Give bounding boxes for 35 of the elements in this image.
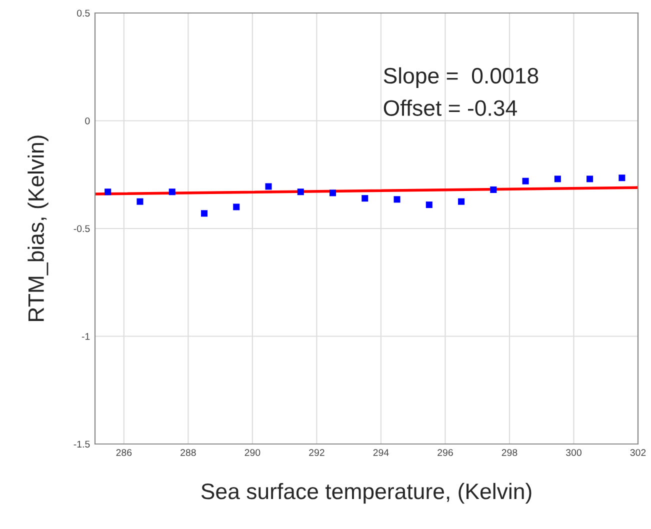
point — [618, 174, 626, 182]
y-axis-title: RTM_bias, (Kelvin) — [28, 136, 48, 321]
point — [426, 202, 432, 208]
point — [458, 198, 465, 205]
x-tick-label: 290 — [244, 449, 260, 456]
x-axis-title: Sea surface temperature, (Kelvin) — [201, 482, 532, 504]
point — [104, 188, 112, 196]
x-tick-label: 294 — [373, 449, 389, 456]
point — [522, 178, 529, 184]
point — [394, 196, 400, 203]
x-tick-label: 300 — [566, 449, 582, 456]
point — [136, 198, 144, 205]
point — [554, 176, 561, 182]
point — [200, 210, 208, 217]
point — [233, 204, 240, 210]
x-tick-label: 298 — [502, 449, 518, 456]
point — [297, 188, 304, 196]
point — [586, 176, 594, 182]
point — [490, 186, 497, 193]
x-tick-label: 302 — [630, 449, 646, 456]
x-tick-label: 286 — [116, 449, 132, 456]
point — [168, 188, 176, 196]
x-tick-label: 292 — [309, 449, 324, 456]
y-tick-label: 0 — [85, 117, 90, 124]
y-tick-label: -1 — [82, 333, 90, 340]
point — [330, 190, 336, 196]
point — [265, 183, 272, 190]
x-tick-label: 296 — [438, 449, 453, 456]
annotation: Offset = -0.34 — [384, 100, 518, 116]
y-tick-label: 0.5 — [77, 10, 90, 17]
y-tick-label: -0.5 — [74, 225, 90, 232]
point — [362, 195, 368, 202]
x-tick-label: 288 — [180, 449, 196, 456]
annotation: Slope = 0.0018 — [384, 67, 538, 88]
y-tick-label: -1.5 — [74, 440, 90, 448]
